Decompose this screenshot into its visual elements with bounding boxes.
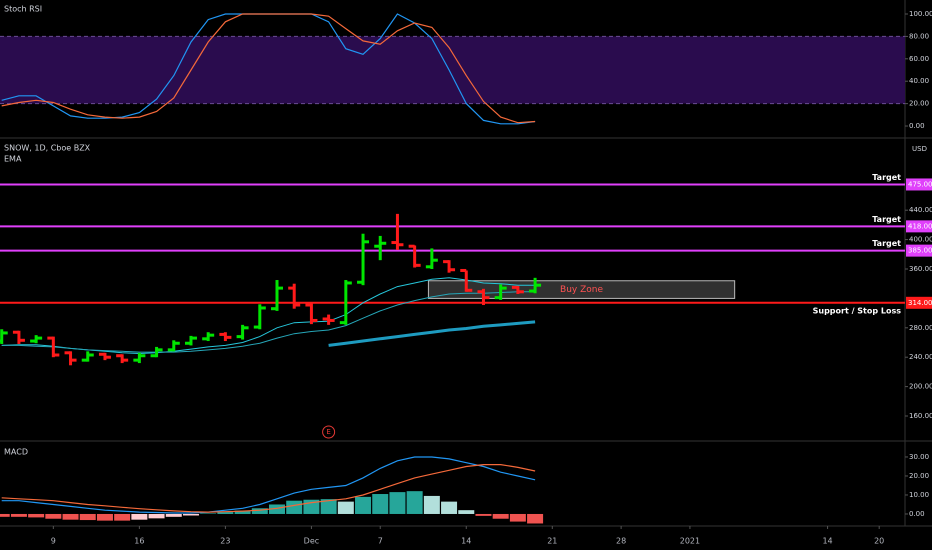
histogram-bar <box>372 494 389 514</box>
histogram-bar <box>251 508 268 514</box>
histogram-bar <box>45 513 62 519</box>
y-tick-label: 20.00 <box>909 100 929 108</box>
x-tick-label: 14 <box>822 537 832 546</box>
histogram-bar <box>389 492 406 514</box>
histogram-bar <box>28 513 45 518</box>
line <box>328 320 536 347</box>
histogram-bar <box>148 513 165 519</box>
x-tick-label: 16 <box>134 537 144 546</box>
histogram-bar <box>62 513 79 520</box>
histogram-bar <box>269 504 286 514</box>
x-tick-label: Dec <box>304 537 319 546</box>
event-marker <box>322 425 336 439</box>
histogram-bar <box>234 510 251 514</box>
histogram-bar <box>509 513 526 522</box>
histogram-bar <box>10 513 27 517</box>
pane-subtitle: EMA <box>4 155 22 164</box>
histogram-bar <box>0 513 10 517</box>
x-tick-label: 14 <box>461 537 471 546</box>
pane-title: Stoch RSI <box>4 5 42 14</box>
x-tick-label: 23 <box>220 537 230 546</box>
x-tick-label: 20 <box>874 537 884 546</box>
level-name: Support / Stop Loss <box>813 306 902 315</box>
histogram-bar <box>458 510 475 514</box>
x-tick-label: 9 <box>51 537 56 546</box>
level-label: 418.00 <box>908 222 932 230</box>
y-tick-label: 400.00 <box>909 236 932 244</box>
line <box>1 291 536 353</box>
y-tick-label: 80.00 <box>909 32 929 40</box>
histogram-bar <box>200 513 217 514</box>
histogram-bar <box>423 495 440 514</box>
y-tick-label: 240.00 <box>909 353 932 361</box>
level-name: Target <box>872 173 901 182</box>
pane-title: SNOW, 1D, Cboe BZX <box>4 144 91 153</box>
level-box <box>906 178 932 191</box>
y-tick-label: 20.00 <box>909 472 929 480</box>
y-tick-label: 10.00 <box>909 491 929 499</box>
x-tick-label: 2021 <box>680 537 700 546</box>
histogram-bar <box>79 513 96 521</box>
histogram-bar <box>441 501 458 514</box>
level-label: 475.00 <box>908 180 932 188</box>
y-tick-label: 30.00 <box>909 453 929 461</box>
line <box>1 13 536 124</box>
y-tick-label: 160.00 <box>909 412 932 420</box>
y-tick-label: 0.00 <box>909 122 925 130</box>
y-tick-label: 60.00 <box>909 55 929 63</box>
level-box <box>906 220 932 233</box>
histogram-bar <box>337 501 354 514</box>
y-tick-label: 200.00 <box>909 383 932 391</box>
histogram-bar <box>492 513 509 519</box>
histogram-bar <box>475 513 492 516</box>
histogram-bar <box>182 513 199 516</box>
histogram-bar <box>286 500 303 514</box>
x-tick-label: 21 <box>547 537 557 546</box>
histogram-bar <box>320 499 337 514</box>
level-label: 314.00 <box>908 299 932 307</box>
level-label: 385.00 <box>908 247 932 255</box>
histogram-bar <box>165 513 182 517</box>
event-label: E <box>326 428 330 436</box>
y-tick-label: 40.00 <box>909 77 929 85</box>
histogram-bar <box>114 513 131 521</box>
line <box>1 456 536 514</box>
x-tick-label: 28 <box>616 537 626 546</box>
zone <box>427 280 736 299</box>
histogram-bar <box>131 513 148 520</box>
y-tick-label: 360.00 <box>909 265 932 273</box>
line <box>1 464 536 513</box>
histogram-bar <box>96 513 113 521</box>
histogram-bar <box>406 491 423 514</box>
level-name: Target <box>872 239 901 248</box>
band <box>0 36 905 104</box>
histogram-bar <box>527 513 544 524</box>
pane-title: MACD <box>4 448 28 457</box>
histogram-bar <box>355 496 372 514</box>
currency-label: USD <box>912 145 927 153</box>
level-box <box>906 244 932 257</box>
zone-label: Buy Zone <box>560 285 603 295</box>
x-tick-label: 7 <box>378 537 383 546</box>
y-tick-label: 100.00 <box>909 10 932 18</box>
y-tick-label: 440.00 <box>909 206 932 214</box>
level-name: Target <box>872 215 901 224</box>
y-tick-label: 0.00 <box>909 510 925 518</box>
y-tick-label: 280.00 <box>909 324 932 332</box>
histogram-bar <box>217 512 234 514</box>
level-box <box>906 296 932 309</box>
